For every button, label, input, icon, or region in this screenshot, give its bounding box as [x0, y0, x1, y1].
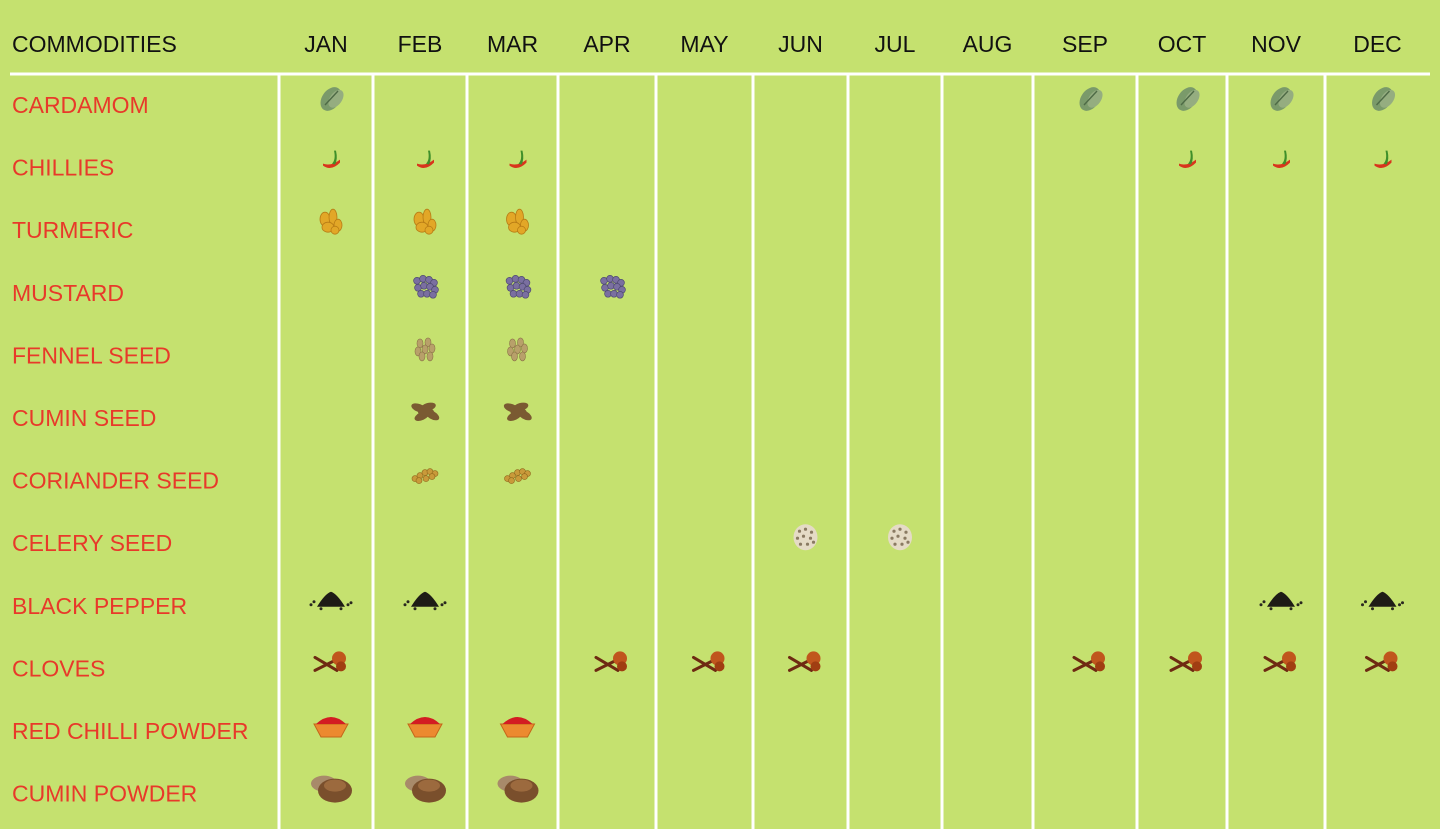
coriander-seed-icon: [504, 468, 531, 484]
clove-icon: [313, 651, 346, 672]
header-commodities: COMMODITIES: [12, 31, 177, 57]
mustard-icon: [413, 275, 439, 299]
black-pepper-icon: [1361, 591, 1404, 611]
clove-icon: [1365, 651, 1398, 672]
chilli-icon: [323, 150, 340, 168]
fennel-seed-icon: [414, 337, 436, 362]
commodity-label: MUSTARD: [12, 280, 124, 306]
red-chilli-powder-icon: [499, 717, 536, 738]
cumin-powder-icon: [405, 775, 446, 803]
black-pepper-icon: [1259, 591, 1303, 611]
month-header-jan: JAN: [304, 31, 347, 57]
month-header-jun: JUN: [778, 31, 823, 57]
celery-seed-icon: [888, 524, 912, 551]
clove-icon: [1072, 651, 1105, 672]
availability-marks: [309, 87, 1404, 803]
month-headers: JAN FEB MAR APR MAY JUN JUL AUG SEP OCT NOV DEC: [304, 31, 1402, 57]
cardamom-icon: [320, 87, 344, 111]
month-header-feb: FEB: [398, 31, 443, 57]
red-chilli-powder-icon: [407, 717, 443, 738]
commodity-label: CORIANDER SEED: [12, 468, 219, 494]
grid-lines: [10, 72, 1430, 829]
commodity-label: RED CHILLI POWDER: [12, 718, 248, 744]
commodity-label: CUMIN SEED: [12, 405, 156, 431]
chilli-icon: [1374, 150, 1392, 168]
mustard-icon: [505, 275, 532, 299]
turmeric-icon: [319, 208, 343, 235]
clove-icon: [788, 651, 821, 672]
chilli-icon: [509, 150, 527, 168]
commodity-label: CLOVES: [12, 655, 105, 681]
cumin-seed-icon: [411, 402, 440, 421]
celery-seed-icon: [793, 524, 818, 551]
clove-icon: [692, 651, 725, 672]
mustard-icon: [600, 275, 626, 299]
cumin-seed-icon: [503, 402, 532, 421]
month-header-mar: MAR: [487, 31, 538, 57]
red-chilli-powder-icon: [313, 717, 349, 738]
month-header-jul: JUL: [875, 31, 916, 57]
month-header-may: MAY: [680, 31, 728, 57]
commodity-labels: CARDAMOM CHILLIES TURMERIC MUSTARD FENNEL SE…: [12, 92, 248, 807]
chilli-icon: [1273, 150, 1290, 168]
cumin-powder-icon: [497, 775, 539, 803]
cardamom-icon: [1372, 87, 1396, 111]
black-pepper-icon: [403, 591, 447, 611]
turmeric-icon: [506, 208, 529, 235]
month-header-nov: NOV: [1251, 31, 1302, 57]
commodity-label: FENNEL SEED: [12, 342, 171, 368]
commodity-label: CELERY SEED: [12, 530, 172, 556]
month-header-oct: OCT: [1158, 31, 1207, 57]
cumin-powder-icon: [311, 775, 352, 803]
clove-icon: [1263, 651, 1296, 672]
commodity-label: CUMIN POWDER: [12, 781, 197, 807]
month-header-aug: AUG: [963, 31, 1013, 57]
commodity-label: TURMERIC: [12, 217, 133, 243]
cardamom-icon: [1270, 87, 1294, 111]
cardamom-icon: [1176, 87, 1200, 111]
chilli-icon: [1179, 150, 1196, 168]
month-header-apr: APR: [583, 31, 630, 57]
turmeric-icon: [413, 208, 437, 235]
coriander-seed-icon: [411, 468, 439, 484]
commodity-label: CHILLIES: [12, 155, 114, 181]
fennel-seed-icon: [507, 337, 528, 362]
black-pepper-icon: [309, 591, 353, 611]
commodity-label: CARDAMOM: [12, 92, 149, 118]
clove-icon: [1169, 651, 1202, 672]
chilli-icon: [417, 150, 434, 168]
commodity-label: BLACK PEPPER: [12, 593, 187, 619]
month-header-dec: DEC: [1353, 31, 1402, 57]
month-header-sep: SEP: [1062, 31, 1108, 57]
clove-icon: [594, 651, 627, 672]
cardamom-icon: [1079, 87, 1103, 111]
